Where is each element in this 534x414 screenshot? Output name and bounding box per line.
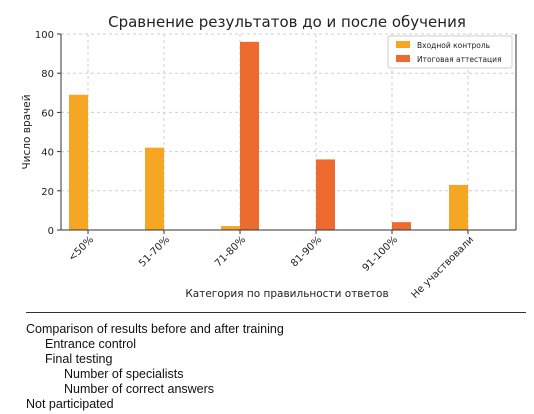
bar-chart: Сравнение результатов до и после обучени… [21, 13, 517, 301]
y-axis-label: Число врачей [21, 94, 33, 169]
bar-final-2 [240, 41, 259, 231]
x-tick-label: 51-70% [137, 234, 172, 269]
caption-series-1: Entrance control [45, 337, 137, 351]
x-axis-label: Категория по правильности ответов [185, 288, 388, 300]
caption-series-2: Final testing [45, 352, 113, 366]
bar-entrance-0 [69, 94, 88, 230]
caption-divider [26, 312, 526, 313]
caption-ylabel: Number of specialists [64, 367, 184, 381]
y-tick-label: 100 [35, 30, 54, 41]
caption-not-participated: Not participated [26, 397, 114, 411]
bar-final-3 [316, 159, 335, 230]
y-tick-label: 20 [41, 187, 54, 198]
bar-entrance-2 [221, 226, 240, 230]
caption-title: Comparison of results before and after t… [26, 322, 284, 336]
y-tick-label: 60 [41, 108, 54, 119]
bars [69, 41, 468, 231]
legend-swatch-final [396, 55, 410, 62]
legend-swatch-entrance [396, 41, 410, 48]
bar-entrance-5 [449, 184, 468, 230]
x-tick-label: 81-90% [289, 234, 324, 269]
bar-final-4 [392, 222, 411, 230]
y-tick-label: 80 [41, 69, 54, 80]
y-tick-label: 0 [48, 226, 54, 237]
x-tick-label: <50% [67, 234, 96, 263]
chart-title: Сравнение результатов до и после обучени… [108, 13, 466, 31]
legend-label-entrance: Входной контроль [417, 41, 490, 50]
bar-entrance-1 [145, 147, 164, 230]
legend-frame [387, 35, 513, 69]
legend: Входной контроль Итоговая аттестация [387, 35, 513, 69]
y-ticks: 0 20 40 60 80 100 [35, 30, 61, 237]
x-tick-label: 91-100% [361, 234, 401, 274]
caption-xlabel: Number of correct answers [64, 382, 215, 396]
y-tick-label: 40 [41, 148, 54, 159]
x-tick-label: 71-80% [213, 234, 248, 269]
x-tick-label: Не участвовали [410, 234, 477, 301]
legend-label-final: Итоговая аттестация [417, 55, 502, 64]
